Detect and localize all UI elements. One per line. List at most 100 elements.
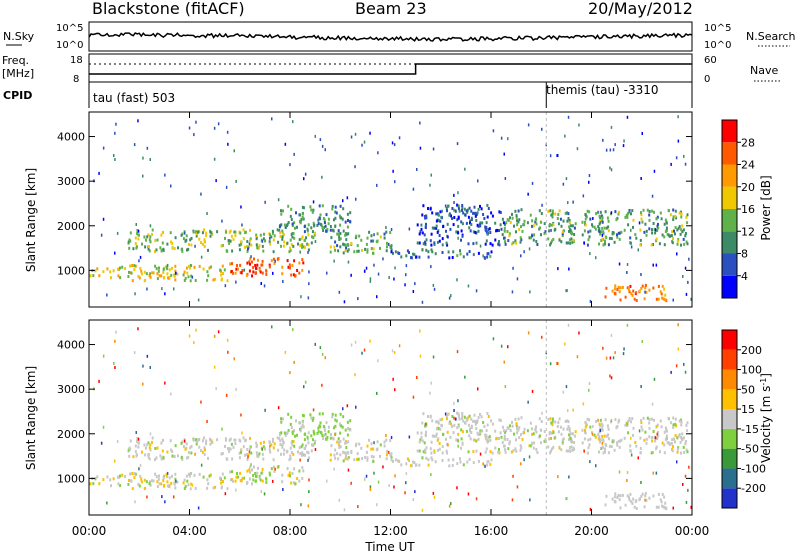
velocity-point: [203, 436, 206, 440]
velocity-point: [251, 468, 253, 472]
power-point: [624, 215, 627, 219]
power-point: [531, 224, 534, 228]
velocity-point: [253, 465, 255, 469]
velocity-point: [133, 476, 136, 480]
velocity-point: [343, 451, 346, 455]
power-point: [335, 211, 338, 215]
velocity-point: [661, 504, 664, 508]
power-point: [682, 275, 684, 278]
power-point: [165, 265, 168, 269]
power-point: [436, 240, 439, 244]
velocity-point: [476, 419, 479, 423]
velocity-point: [248, 450, 251, 454]
velocity-point: [650, 451, 653, 455]
power-point: [419, 146, 422, 150]
power-point: [329, 245, 332, 249]
velocity-point: [339, 412, 342, 416]
velocity-point: [260, 471, 263, 475]
velocity-point: [168, 476, 171, 480]
power-point: [379, 246, 381, 250]
power-point: [343, 243, 346, 247]
power-point: [139, 255, 142, 259]
velocity-point: [648, 426, 651, 430]
velocity-point: [527, 400, 529, 404]
velocity-point: [137, 482, 140, 486]
power-point: [461, 206, 464, 210]
velocity-point: [552, 445, 555, 449]
power-point: [318, 204, 321, 208]
velocity-point: [176, 480, 179, 484]
velocity-point: [644, 494, 647, 498]
power-point: [175, 271, 177, 275]
velocity-point: [211, 441, 214, 444]
power-point: [644, 222, 647, 226]
power-point: [461, 208, 463, 212]
power-point: [149, 224, 152, 228]
power-point: [648, 288, 651, 292]
power-point: [449, 227, 452, 231]
power-point: [641, 284, 644, 288]
velocity-point: [155, 456, 158, 460]
velocity-point: [682, 436, 685, 440]
power-point: [308, 270, 310, 274]
velocity-point: [160, 456, 163, 460]
velocity-point: [195, 442, 198, 446]
velocity-point: [561, 438, 564, 442]
velocity-point: [240, 413, 242, 417]
power-point: [478, 223, 481, 227]
velocity-point: [586, 451, 589, 455]
velocity-point: [441, 417, 443, 421]
velocity-point: [334, 456, 337, 460]
velocity-point: [520, 433, 522, 437]
power-point: [513, 224, 515, 228]
power-point: [149, 275, 152, 279]
power-point: [339, 204, 342, 208]
power-point: [342, 199, 344, 203]
power-point: [224, 284, 227, 288]
cpid-panel: CPID tau (fast) 503 themis (tau) -3310: [3, 82, 693, 108]
velocity-point: [189, 446, 192, 450]
velocity-point: [255, 445, 258, 449]
power-point: [196, 232, 199, 236]
power-point: [601, 216, 604, 220]
power-point: [677, 115, 679, 119]
power-point: [157, 269, 160, 273]
velocity-point: [604, 447, 606, 451]
velocity-point: [607, 451, 610, 455]
velocity-point: [311, 418, 314, 422]
velocity-point: [261, 452, 264, 456]
power-point: [121, 265, 124, 269]
velocity-point: [263, 492, 266, 496]
velocity-point: [450, 502, 452, 506]
velocity-point: [286, 467, 289, 471]
power-point: [188, 126, 191, 130]
power-point: [460, 229, 463, 233]
power-point: [154, 250, 156, 254]
power-point: [141, 242, 143, 246]
power-point: [472, 211, 475, 215]
colorbar-tick: 100: [741, 364, 762, 377]
power-point: [557, 267, 559, 271]
power-point: [608, 236, 611, 240]
power-point: [416, 223, 419, 227]
power-point: [461, 204, 464, 207]
power-point: [531, 219, 534, 223]
velocity-point: [366, 444, 369, 448]
velocity-point: [152, 479, 155, 483]
velocity-point: [143, 443, 146, 447]
velocity-point: [345, 441, 348, 445]
power-point: [220, 278, 223, 282]
velocity-point: [601, 424, 604, 428]
power-point: [230, 270, 233, 273]
velocity-point: [133, 472, 136, 476]
velocity-point: [607, 433, 610, 437]
power-point: [617, 285, 620, 289]
power-point: [628, 210, 631, 214]
power-point: [457, 236, 459, 240]
velocity-point: [600, 447, 603, 450]
power-point: [551, 214, 554, 218]
velocity-point: [413, 461, 416, 465]
power-point: [161, 231, 164, 234]
power-point: [651, 194, 654, 198]
velocity-point: [678, 419, 681, 423]
